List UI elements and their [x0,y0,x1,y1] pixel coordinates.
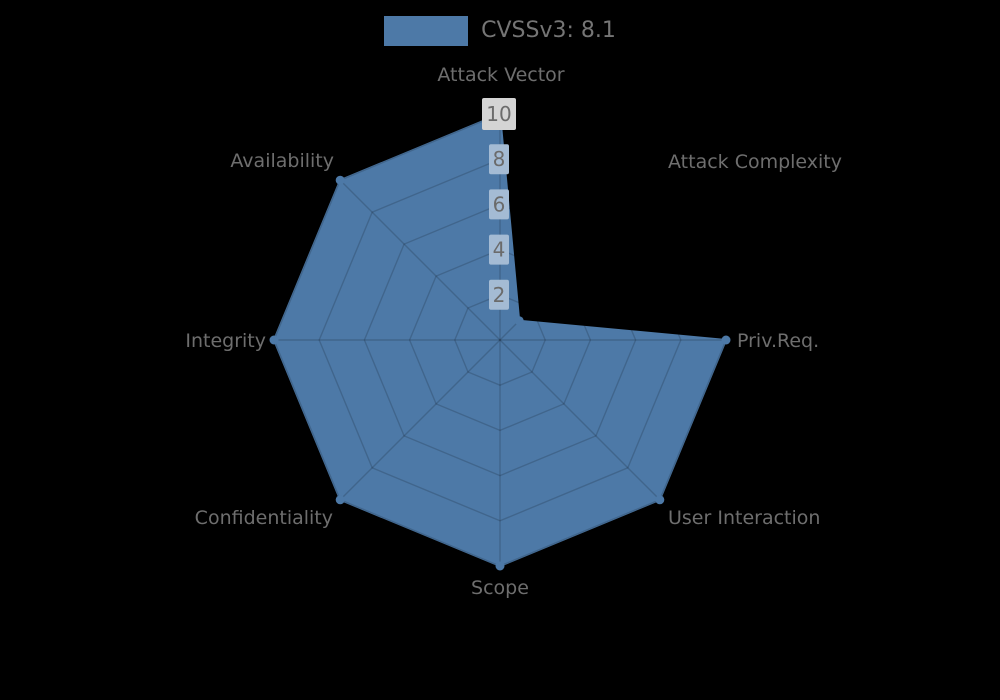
axis-label: Integrity [185,330,266,352]
axis-label: Scope [471,577,529,599]
tick-label: 10 [486,102,511,126]
tick-label-box [489,144,509,175]
axis-spoke [499,179,661,341]
vertex-dot [514,316,524,326]
legend-swatch [384,15,469,46]
grid-ring [363,203,637,477]
tick-label: 6 [493,192,506,216]
vertex-dot [335,175,345,185]
tick-label-box [482,98,516,130]
axis-label: Priv.Req. [737,330,819,352]
legend-label: CVSSv3: 8.1 [481,17,616,43]
axis-spoke [339,179,501,341]
axis-label: Availability [230,150,334,172]
vertex-dot [335,495,345,505]
tick-label-box [489,189,509,220]
axis-spoke [339,339,501,501]
vertex-dot [495,561,505,571]
vertex-dot [269,335,279,345]
axis-label: Attack Vector [437,64,564,86]
axis-label: User Interaction [668,507,820,529]
tick-label: 8 [493,147,506,171]
axis-label: Attack Complexity [668,151,842,173]
grid-ring [454,294,546,386]
vertex-dot [721,335,731,345]
tick-label-box [489,279,509,310]
vertex-dot [655,495,665,505]
legend: CVSSv3: 8.1 [0,15,1000,46]
grid-ring [318,158,682,522]
tick-label: 4 [493,238,506,262]
grid-ring [408,248,592,432]
tick-label-box [489,234,509,265]
axis-spoke [499,339,661,501]
axis-label: Confidentiality [195,507,333,529]
tick-label: 2 [493,283,506,307]
